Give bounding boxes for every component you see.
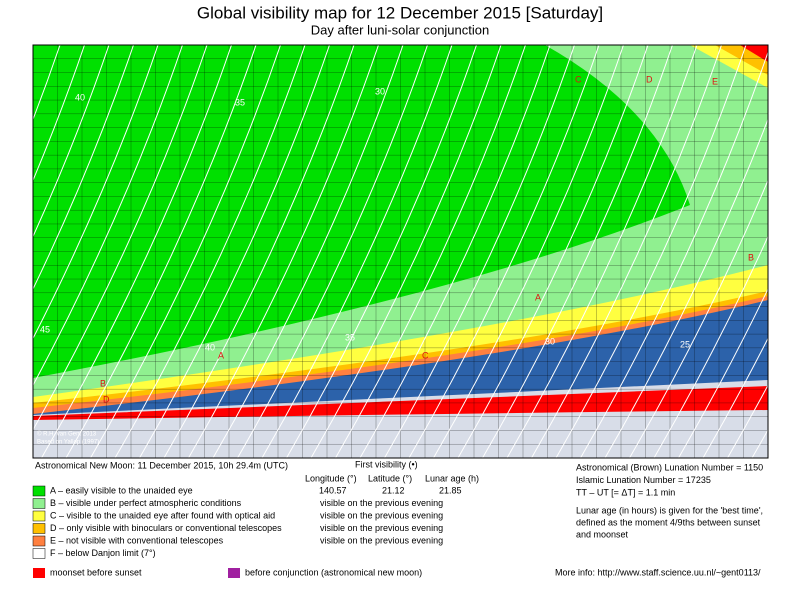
moonset-zone — [740, 45, 768, 62]
legend-swatch — [32, 523, 46, 534]
column-header: Latitude (°) — [368, 473, 412, 483]
contour-label: 30 — [375, 86, 385, 96]
first-visibility: First visibility (•) — [355, 459, 418, 469]
zone-label: B — [100, 378, 106, 388]
legend-swatch — [32, 485, 46, 497]
legend-note: visible on the previous evening — [320, 498, 443, 508]
contour-line — [33, 45, 110, 238]
legend-label: B – visible under perfect atmospheric co… — [50, 498, 242, 508]
zone-label: A — [535, 292, 541, 302]
contour-line — [237, 45, 428, 458]
contour-line — [114, 45, 306, 458]
contour-line — [433, 45, 624, 458]
conjunction-swatch — [228, 568, 240, 578]
zone-label: D — [646, 74, 653, 84]
column-value: 140.57 — [319, 485, 347, 495]
column-header: Lunar age (h) — [425, 473, 479, 483]
contour-line — [653, 235, 768, 458]
moonset-swatch — [33, 568, 45, 578]
legend-note: visible on the previous evening — [320, 535, 443, 545]
subtitle: Day after luni-solar conjunction — [311, 22, 489, 37]
contour-line — [33, 45, 134, 291]
contour-line — [188, 45, 379, 458]
contour-line — [678, 287, 768, 458]
lunation: Islamic Lunation Number = 17235 — [576, 475, 711, 485]
zone-label: B — [748, 252, 754, 262]
contour-line — [90, 45, 281, 458]
map — [32, 44, 800, 459]
best-time: and moonset — [576, 529, 629, 539]
contour-line — [604, 117, 768, 458]
contour-line — [33, 45, 159, 340]
column-value: 21.85 — [439, 485, 462, 495]
legend-swatch — [32, 548, 46, 559]
contour-label: 35 — [235, 97, 245, 107]
contour-line — [33, 45, 85, 182]
contour-label: 25 — [680, 339, 690, 349]
legend-label: C – visible to the unaided eye after fou… — [50, 510, 275, 520]
zone-label: A — [218, 350, 224, 360]
contour-label: 40 — [205, 342, 215, 352]
contour-label: 35 — [345, 332, 355, 342]
contour-label: 45 — [40, 324, 50, 334]
legend-label: F – below Danjon limit (7°) — [50, 548, 156, 558]
legend-swatch — [32, 535, 46, 547]
contour-label: 30 — [545, 336, 555, 346]
contour-line — [506, 45, 698, 458]
contour-line — [384, 45, 575, 458]
contour-line — [33, 45, 183, 387]
legend-label: E – not visible with conventional telesc… — [50, 535, 224, 545]
credit: Based on Yallop (1997) — [37, 440, 99, 446]
best-time: Lunar age (in hours) is given for the 'b… — [576, 505, 763, 515]
legend-label: D – only visible with binoculars or conv… — [50, 523, 282, 533]
credit: © R.H. van Gent 2013 — [37, 431, 97, 438]
contour-line — [482, 45, 673, 458]
more-info: More info: http://www.staff.science.uu.n… — [555, 567, 761, 577]
lunation: Astronomical (Brown) Lunation Number = 1… — [576, 462, 763, 472]
contour-line — [286, 45, 477, 458]
contour-line — [139, 45, 330, 458]
contour-line — [41, 45, 232, 458]
conjunction-label: before conjunction (astronomical new moo… — [245, 567, 422, 577]
contour-line — [457, 45, 649, 458]
column-header: Longitude (°) — [305, 473, 357, 483]
column-value: 21.12 — [382, 485, 405, 495]
contour-line — [702, 337, 768, 458]
contour-label: 40 — [75, 92, 85, 102]
contour-line — [727, 384, 768, 458]
contour-line — [531, 45, 722, 458]
new-moon: Astronomical New Moon: 11 December 2015,… — [35, 460, 288, 470]
contour-line — [163, 45, 355, 458]
contour-line — [261, 45, 453, 458]
contour-line — [65, 45, 257, 458]
best-time: defined as the moment 4/9ths between sun… — [576, 517, 761, 527]
moonset-label: moonset before sunset — [50, 567, 142, 577]
contour-line — [310, 45, 502, 458]
map-frame — [32, 44, 769, 459]
lunation: TT – UT [= ΔT] = 1.1 min — [576, 487, 675, 497]
contour-line — [335, 45, 526, 458]
zone-label: D — [103, 394, 110, 404]
title: Global visibility map for 12 December 20… — [197, 3, 603, 22]
zone-a — [33, 45, 690, 378]
contour-line — [212, 45, 404, 458]
zone-label: E — [712, 76, 718, 86]
contour-line — [777, 45, 800, 458]
contour-line — [555, 45, 747, 458]
legend-label: A – easily visible to the unaided eye — [50, 485, 193, 495]
contour-line — [629, 178, 768, 458]
legend-swatch — [32, 498, 46, 509]
legend-swatch — [32, 510, 46, 522]
zone-label: C — [422, 350, 429, 360]
contour-line — [33, 45, 61, 121]
contour-line — [408, 45, 600, 458]
legend-note: visible on the previous evening — [320, 510, 443, 520]
contour-line — [580, 50, 768, 458]
zone-label: C — [575, 74, 582, 84]
legend-note: visible on the previous evening — [320, 523, 443, 533]
contour-line — [359, 45, 551, 458]
contour-line — [33, 45, 208, 431]
